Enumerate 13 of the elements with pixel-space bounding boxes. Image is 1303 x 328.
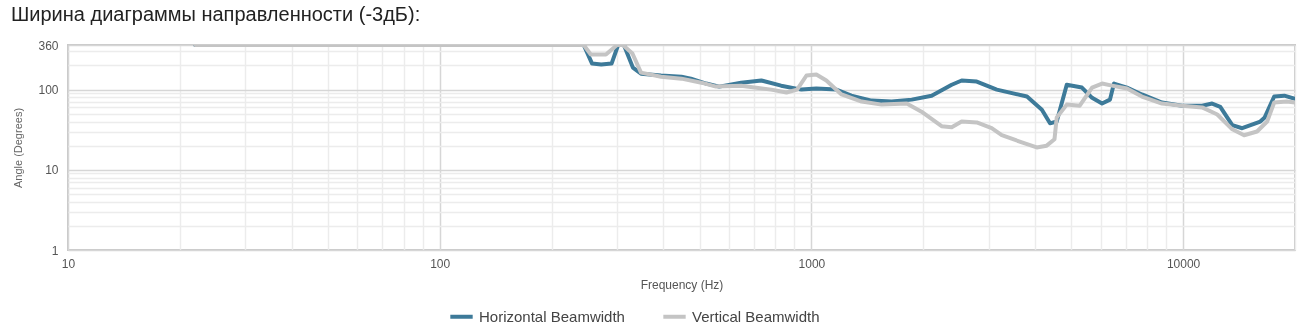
x-axis-title: Frequency (Hz): [640, 277, 724, 292]
x-tick-label: 1000: [798, 256, 826, 271]
y-tick-label: 1: [51, 243, 59, 258]
y-tick-label: 100: [38, 83, 59, 98]
y-axis-title: Angle (Degrees): [12, 107, 25, 189]
chart-title: Ширина диаграммы направленности (-3дБ):: [10, 3, 421, 25]
x-tick-label: 10: [61, 256, 76, 271]
legend-label: Vertical Beamwidth: [692, 307, 820, 325]
y-tick-label: 10: [45, 163, 59, 178]
y-tick-label: 360: [38, 38, 59, 53]
legend-label: Horizontal Beamwidth: [479, 307, 625, 325]
x-tick-label: 100: [430, 256, 451, 271]
x-tick-label: 10000: [1166, 256, 1201, 271]
